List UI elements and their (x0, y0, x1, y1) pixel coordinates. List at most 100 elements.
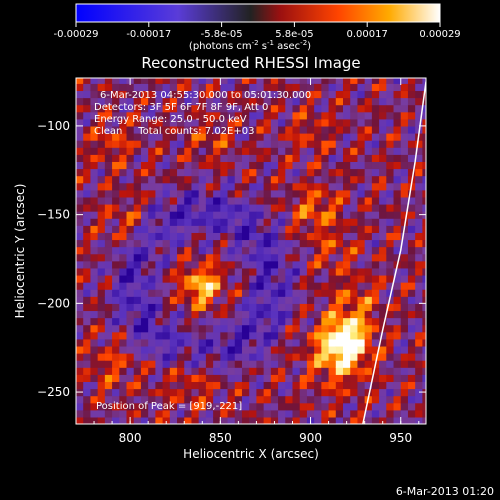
heatmap-cell (292, 182, 301, 191)
heatmap-cell (263, 317, 272, 326)
heatmap-cell (97, 133, 106, 141)
heatmap-cell (299, 274, 308, 283)
heatmap-cell (256, 402, 265, 411)
heatmap-cell (350, 246, 359, 255)
heatmap-cell (292, 196, 301, 205)
heatmap-cell (126, 111, 135, 120)
heatmap-cell (422, 395, 426, 404)
heatmap-cell (148, 133, 156, 141)
heatmap-cell (263, 374, 272, 383)
heatmap-cell (386, 104, 395, 113)
heatmap-cell (184, 360, 193, 368)
heatmap-cell (379, 353, 387, 361)
heatmap-cell (357, 175, 366, 184)
heatmap-cell (278, 118, 286, 127)
heatmap-cell (299, 125, 308, 134)
heatmap-cell (400, 182, 409, 191)
heatmap-cell (256, 303, 265, 312)
heatmap-cell (285, 118, 294, 127)
heatmap-cell (177, 83, 185, 92)
heatmap-cell (162, 168, 171, 177)
heatmap-cell (227, 83, 236, 92)
heatmap-cell (371, 125, 380, 134)
heatmap-cell (76, 246, 84, 255)
heatmap-cell (350, 324, 359, 333)
heatmap-cell (422, 274, 426, 283)
heatmap-cell (299, 203, 308, 212)
heatmap-cell (205, 140, 214, 148)
heatmap-cell (263, 360, 272, 368)
heatmap-cell (256, 331, 265, 340)
heatmap-cell (90, 296, 99, 304)
heatmap-cell (169, 147, 178, 155)
heatmap-cell (104, 324, 113, 333)
heatmap-cell (400, 211, 409, 219)
heatmap-cell (400, 125, 409, 134)
heatmap-cell (90, 274, 99, 283)
heatmap-cell (177, 296, 185, 304)
heatmap-cell (162, 388, 171, 397)
heatmap-cell (83, 83, 92, 92)
heatmap-cell (191, 133, 200, 141)
heatmap-cell (213, 402, 221, 411)
heatmap-cell (335, 303, 344, 312)
heatmap-cell (126, 360, 135, 368)
heatmap-cell (169, 182, 178, 191)
heatmap-cell (328, 97, 337, 106)
colorbar-tick-label: -0.00017 (126, 29, 171, 40)
heatmap-cell (393, 133, 402, 141)
heatmap-cell (328, 154, 337, 162)
heatmap-cell (335, 161, 344, 170)
heatmap-cell (227, 78, 236, 84)
heatmap-cell (357, 168, 366, 177)
heatmap-cell (407, 338, 416, 347)
heatmap-cell (343, 239, 351, 248)
heatmap-cell (191, 303, 200, 312)
heatmap-cell (292, 310, 301, 319)
heatmap-cell (133, 409, 142, 418)
heatmap-cell (119, 161, 128, 170)
heatmap-cell (364, 97, 373, 106)
heatmap-cell (148, 182, 156, 191)
heatmap-cell (169, 175, 178, 184)
heatmap-cell (306, 353, 315, 361)
heatmap-cell (256, 83, 265, 92)
heatmap-cell (184, 246, 193, 255)
heatmap-cell (364, 303, 373, 312)
heatmap-cell (177, 125, 185, 134)
heatmap-cell (364, 274, 373, 283)
heatmap-cell (241, 147, 250, 155)
heatmap-cell (278, 232, 286, 241)
heatmap-cell (292, 381, 301, 390)
heatmap-cell (112, 175, 120, 184)
heatmap-cell (386, 182, 395, 191)
heatmap-cell (415, 360, 423, 368)
heatmap-cell (90, 381, 99, 390)
heatmap-cell (415, 246, 423, 255)
heatmap-cell (386, 303, 395, 312)
heatmap-cell (205, 253, 214, 262)
heatmap-cell (321, 218, 330, 226)
heatmap-cell (306, 239, 315, 248)
heatmap-cell (104, 211, 113, 219)
heatmap-cell (314, 161, 322, 170)
heatmap-cell (76, 239, 84, 248)
heatmap-cell (90, 168, 99, 177)
heatmap-cell (97, 338, 106, 347)
heatmap-cell (343, 367, 351, 375)
heatmap-cell (234, 282, 243, 290)
heatmap-cell (379, 282, 387, 290)
heatmap-cell (285, 274, 294, 283)
heatmap-cell (335, 289, 344, 297)
heatmap-cell (227, 239, 236, 248)
heatmap-cell (285, 253, 294, 262)
heatmap-cell (422, 125, 426, 134)
heatmap-cell (407, 118, 416, 127)
heatmap-cell (184, 218, 193, 226)
heatmap-cell (407, 345, 416, 354)
heatmap-cell (270, 246, 279, 255)
heatmap-cell (213, 161, 221, 170)
heatmap-cell (371, 83, 380, 92)
heatmap-cell (306, 402, 315, 411)
heatmap-cell (270, 189, 279, 198)
